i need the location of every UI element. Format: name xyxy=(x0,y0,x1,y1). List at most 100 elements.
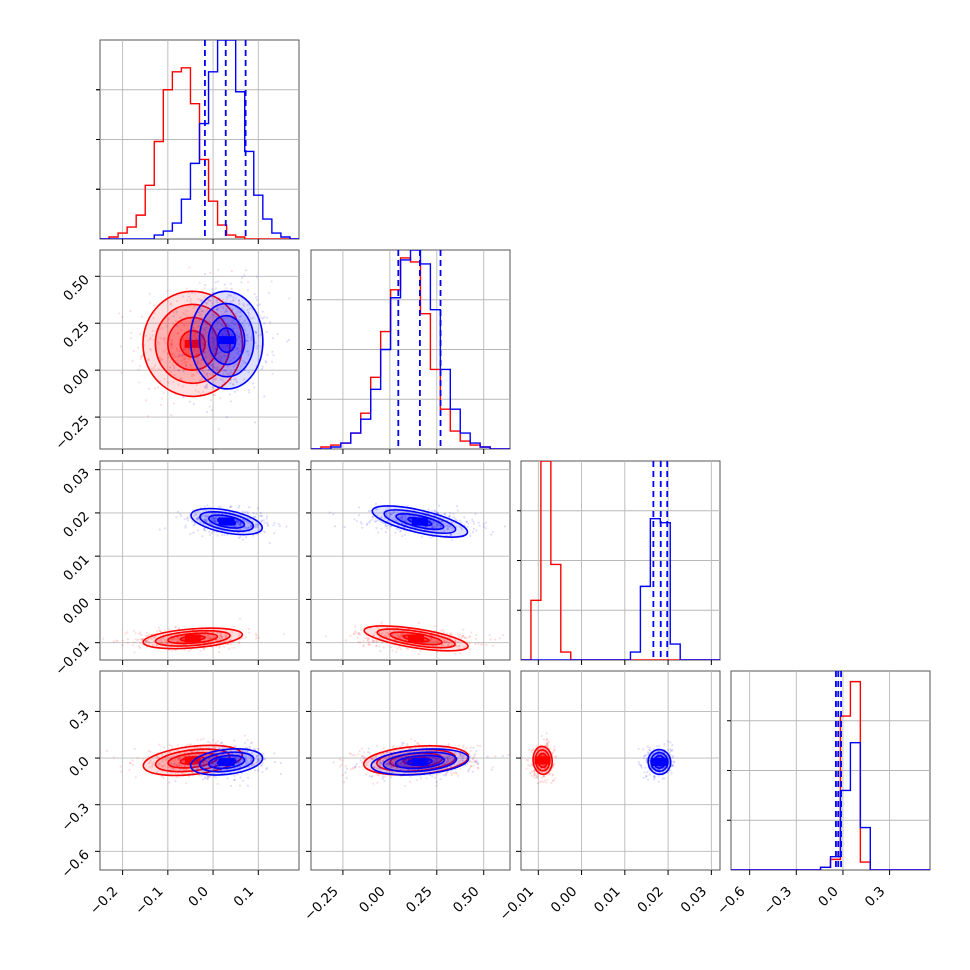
sample-point xyxy=(255,522,258,525)
sample-point xyxy=(532,774,536,777)
sample-point xyxy=(374,502,378,505)
sample-point xyxy=(195,760,198,763)
sample-point xyxy=(168,360,172,364)
sample-point xyxy=(535,774,539,777)
sample-point xyxy=(450,538,454,541)
sample-point xyxy=(425,745,428,748)
sample-point xyxy=(474,752,477,755)
sample-point xyxy=(489,638,492,641)
sample-point xyxy=(485,643,488,647)
sample-point xyxy=(178,354,181,358)
sample-point xyxy=(463,636,466,640)
sample-point xyxy=(250,758,253,762)
sample-point xyxy=(405,647,408,650)
sample-point xyxy=(457,645,460,648)
sample-point xyxy=(172,380,175,383)
sample-point xyxy=(205,385,208,388)
sample-point xyxy=(168,751,171,754)
sample-point xyxy=(128,768,131,772)
sample-point xyxy=(199,738,203,741)
sample-point xyxy=(471,757,475,760)
sample-point xyxy=(235,331,239,334)
sample-point xyxy=(214,761,217,765)
sample-point xyxy=(262,519,265,522)
sample-point xyxy=(488,633,491,636)
sample-point xyxy=(255,634,258,637)
sample-point xyxy=(475,749,478,753)
sample-point xyxy=(459,754,463,757)
sample-point xyxy=(118,312,121,315)
sample-point xyxy=(360,522,363,525)
sample-point xyxy=(388,755,391,758)
sample-point xyxy=(153,364,157,367)
sample-point xyxy=(540,747,543,750)
sample-point xyxy=(102,637,105,640)
sample-point xyxy=(212,336,215,340)
sample-point xyxy=(184,526,187,529)
sample-point xyxy=(218,636,221,639)
sample-point xyxy=(228,325,231,328)
sample-point xyxy=(230,333,233,337)
sample-point xyxy=(153,761,156,764)
sample-point xyxy=(363,756,366,760)
sample-point xyxy=(391,754,394,757)
sample-point xyxy=(226,345,230,348)
sample-point xyxy=(230,320,233,323)
sample-point xyxy=(173,758,177,761)
sample-point xyxy=(147,761,151,765)
sample-point xyxy=(279,772,282,775)
sample-point xyxy=(218,368,221,371)
sample-point xyxy=(129,310,132,313)
sample-point xyxy=(663,743,666,746)
sample-point xyxy=(213,365,216,369)
sample-point xyxy=(258,303,262,306)
sample-point xyxy=(533,776,536,779)
sample-point xyxy=(376,781,379,784)
sample-point xyxy=(237,349,240,353)
sample-point xyxy=(393,759,396,762)
sample-point xyxy=(341,773,344,777)
sample-point xyxy=(379,753,383,756)
sample-point xyxy=(459,760,462,763)
sample-point xyxy=(175,764,179,767)
sample-point xyxy=(177,383,180,386)
sample-point xyxy=(239,528,242,532)
sample-point xyxy=(542,775,545,778)
sample-point xyxy=(172,352,175,356)
sample-point xyxy=(169,366,172,369)
sample-point xyxy=(221,306,225,309)
sample-point xyxy=(214,344,217,347)
sample-point xyxy=(213,772,216,775)
sample-point xyxy=(271,372,274,375)
sample-point xyxy=(232,326,235,330)
sample-point xyxy=(206,410,209,414)
sample-point xyxy=(451,759,455,762)
sample-point xyxy=(190,375,194,378)
sample-point xyxy=(254,515,257,519)
sample-point xyxy=(416,768,420,771)
sample-point xyxy=(213,746,216,749)
sample-point xyxy=(170,413,173,417)
sample-point xyxy=(156,386,160,389)
sample-point xyxy=(254,523,257,527)
sample-point xyxy=(244,328,247,331)
sample-point xyxy=(185,517,188,520)
sample-point xyxy=(235,363,238,366)
sample-point xyxy=(180,354,184,357)
sample-point xyxy=(354,631,358,634)
sample-point xyxy=(469,749,472,753)
sample-point xyxy=(382,746,385,749)
sample-point xyxy=(239,522,242,526)
sample-point xyxy=(214,447,218,449)
sample-point xyxy=(408,514,411,517)
sample-point xyxy=(402,760,405,763)
sample-point xyxy=(361,526,364,529)
sample-point xyxy=(403,760,407,763)
sample-point xyxy=(237,520,240,523)
sample-point xyxy=(229,359,232,362)
sample-point xyxy=(169,303,172,306)
sample-point xyxy=(208,321,212,324)
sample-point xyxy=(184,363,188,366)
sample-point xyxy=(208,775,211,778)
sample-point xyxy=(203,328,207,332)
